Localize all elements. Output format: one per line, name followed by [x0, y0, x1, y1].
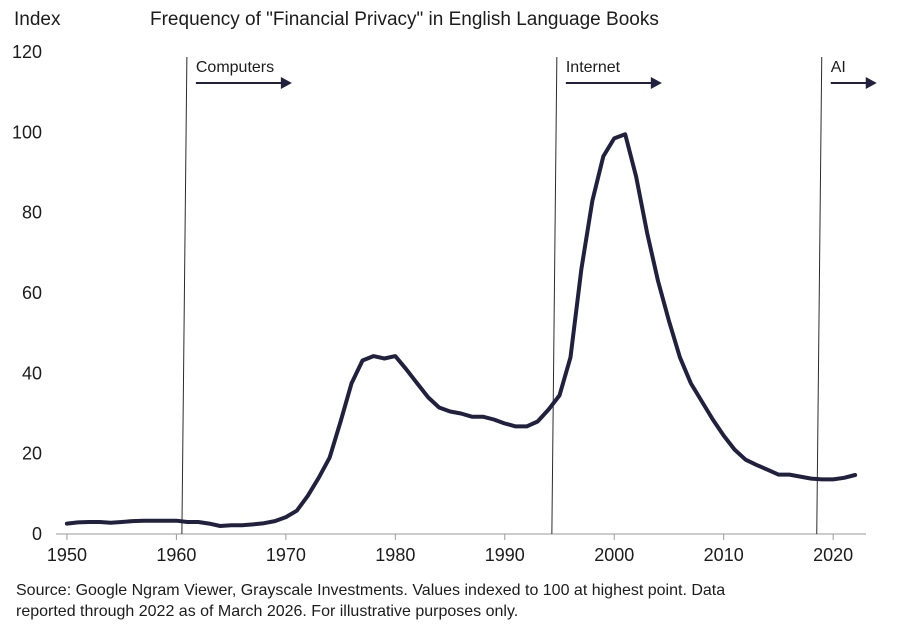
era-label: Computers — [196, 59, 274, 76]
x-tick-label: 1990 — [485, 545, 525, 565]
x-tick-label: 2010 — [704, 545, 744, 565]
era-arrow-head — [865, 77, 877, 89]
era-divider-line — [816, 56, 823, 535]
y-tick-label: 40 — [22, 363, 42, 383]
y-tick-label: 100 — [12, 122, 42, 142]
y-tick-label: 0 — [32, 524, 42, 544]
series-line — [64, 132, 858, 528]
y-axis-unit-label: Index — [14, 9, 61, 30]
x-tick-label: 1960 — [156, 545, 196, 565]
source-note-line-2: reported through 2022 as of March 2026. … — [16, 603, 519, 620]
source-note-line-1: Source: Google Ngram Viewer, Grayscale I… — [16, 582, 726, 599]
y-tick-label: 60 — [22, 283, 42, 303]
era-divider-line — [551, 56, 558, 535]
x-tick-label: 2000 — [594, 545, 634, 565]
y-tick-label: 120 — [12, 42, 42, 62]
x-tick-label: 2020 — [813, 545, 853, 565]
era-arrow-head — [650, 77, 662, 89]
y-tick-label: 80 — [22, 203, 42, 223]
era-label: Internet — [566, 59, 621, 76]
x-tick-label: 1970 — [266, 545, 306, 565]
chart-title: Frequency of "Financial Privacy" in Engl… — [150, 9, 659, 30]
x-tick-label: 1980 — [375, 545, 415, 565]
era-arrow-head — [280, 77, 292, 89]
era-label: AI — [831, 59, 846, 76]
y-tick-label: 20 — [22, 444, 42, 464]
x-tick-label: 1950 — [47, 545, 87, 565]
era-divider-line — [181, 56, 188, 535]
source-note: Source: Google Ngram Viewer, Grayscale I… — [16, 580, 886, 622]
